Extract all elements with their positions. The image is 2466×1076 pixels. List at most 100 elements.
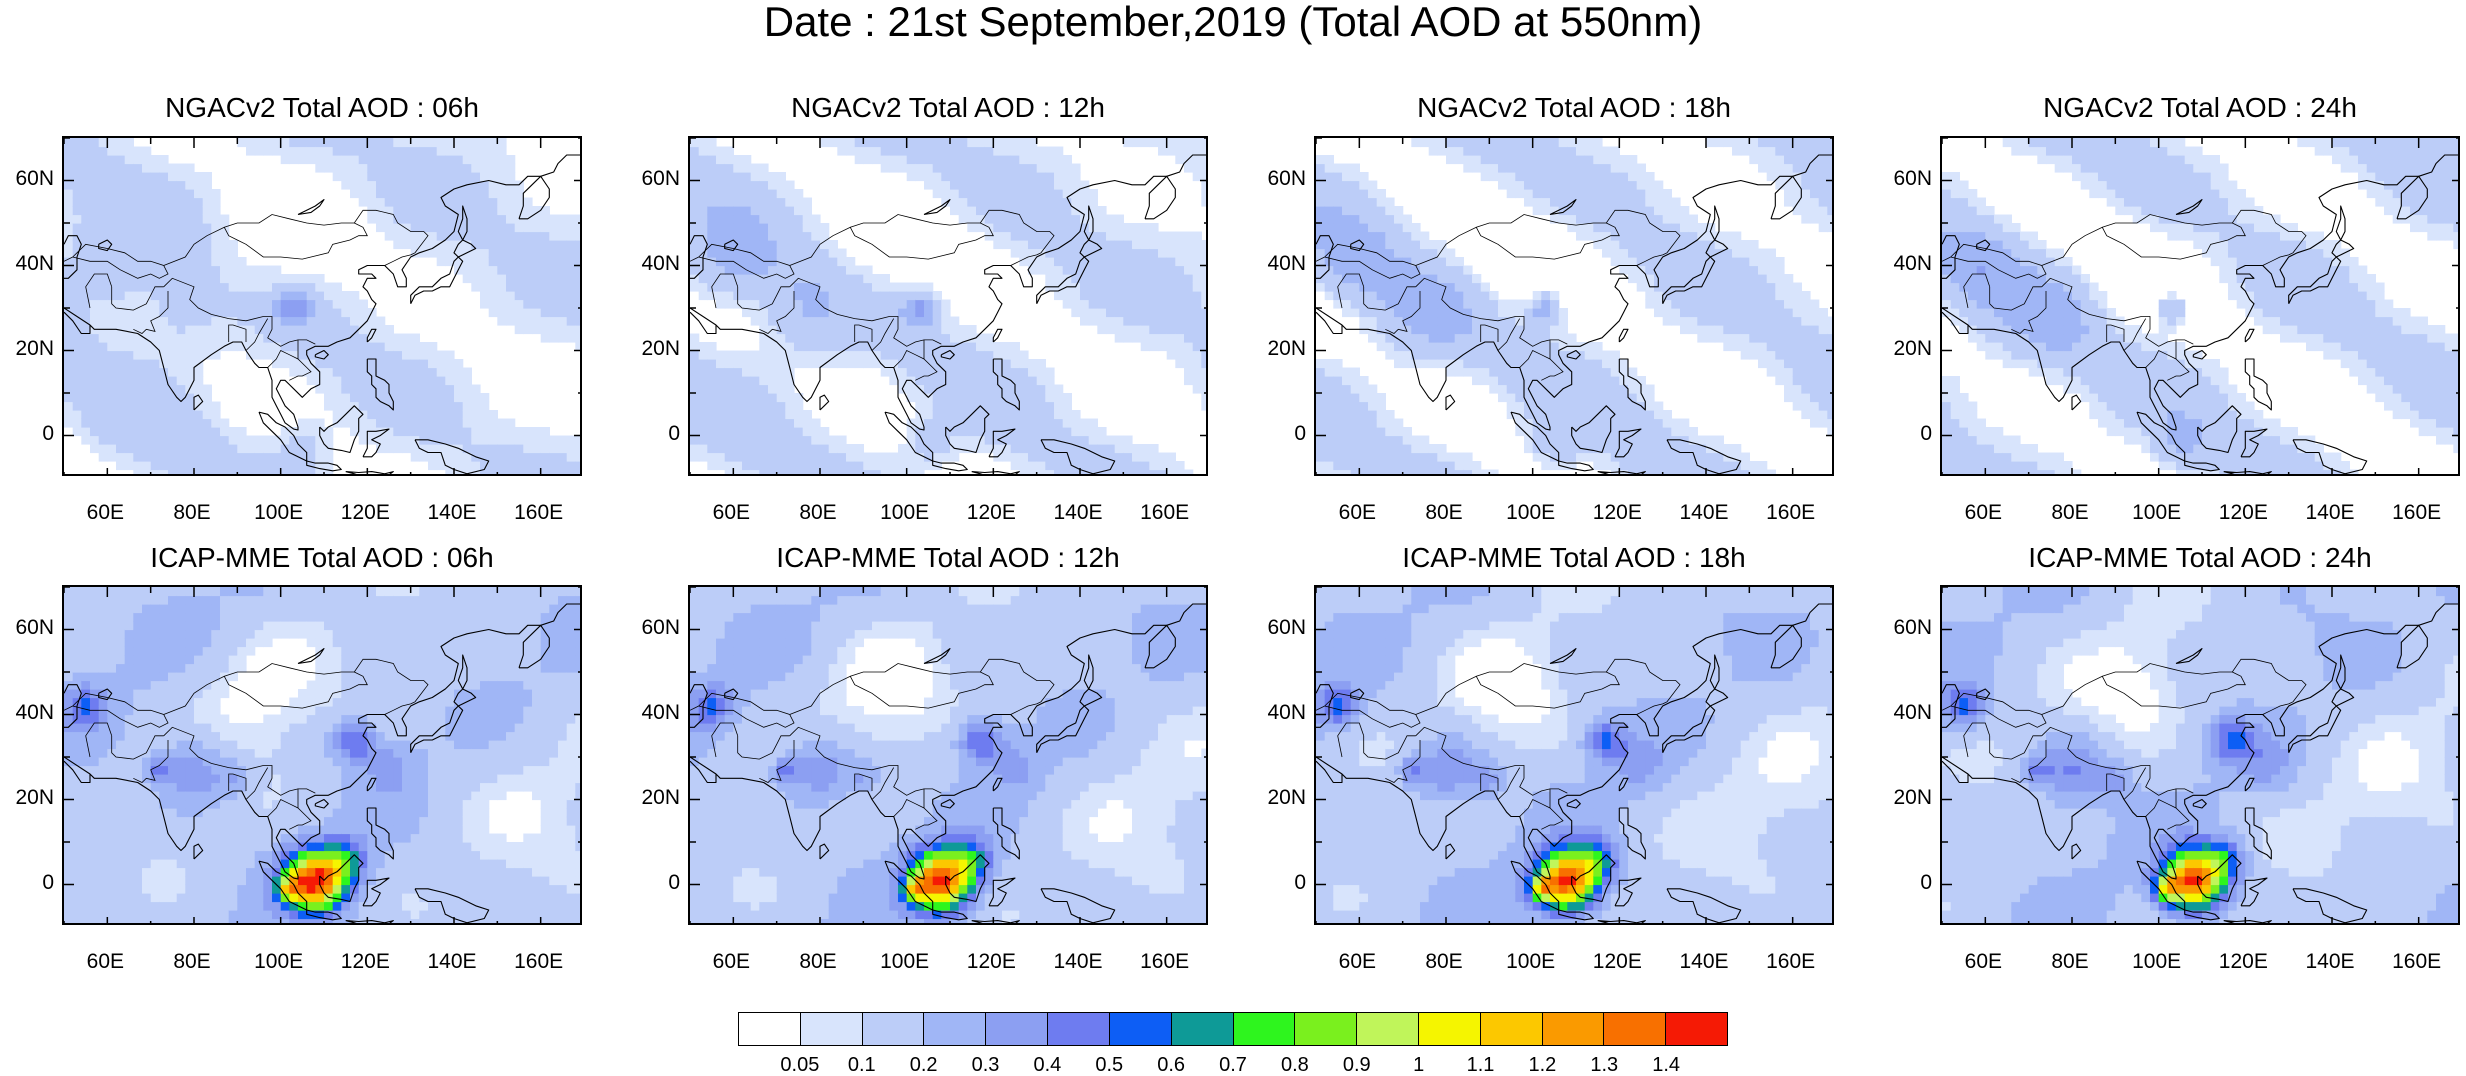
longitude-label: 60E (1322, 502, 1392, 524)
colorbar-swatch (1234, 1013, 1296, 1045)
longitude-label: 100E (2122, 951, 2192, 973)
panel-title: NGACv2 Total AOD : 06h (62, 93, 582, 123)
longitude-label: 120E (2208, 951, 2278, 973)
aod-field (1942, 587, 2460, 925)
colorbar-swatch (1048, 1013, 1110, 1045)
aod-field (1316, 138, 1834, 476)
colorbar-swatch (1357, 1013, 1419, 1045)
colorbar-tick-label: 0.1 (832, 1054, 892, 1076)
latitude-label: 60N (4, 617, 54, 639)
longitude-label: 80E (1409, 951, 1479, 973)
panel-title: ICAP-MME Total AOD : 12h (688, 543, 1208, 573)
aod-map (1942, 587, 2460, 925)
colorbar-swatch (863, 1013, 925, 1045)
panel-title: NGACv2 Total AOD : 24h (1940, 93, 2460, 123)
longitude-label: 120E (330, 951, 400, 973)
aod-field (64, 587, 582, 925)
aod-colorbar (738, 1012, 1728, 1046)
latitude-label: 40N (1256, 253, 1306, 275)
longitude-label: 140E (1669, 502, 1739, 524)
longitude-label: 60E (70, 951, 140, 973)
aod-map-panel (1940, 136, 2460, 476)
longitude-label: 120E (956, 502, 1026, 524)
colorbar-swatch (986, 1013, 1048, 1045)
longitude-label: 140E (2295, 502, 2365, 524)
aod-field (64, 138, 582, 476)
panel-title: NGACv2 Total AOD : 12h (688, 93, 1208, 123)
latitude-label: 40N (1882, 702, 1932, 724)
latitude-label: 0 (1882, 872, 1932, 894)
colorbar-swatch (1295, 1013, 1357, 1045)
colorbar-tick-label: 1.1 (1451, 1054, 1511, 1076)
aod-map (690, 587, 1208, 925)
aod-field (690, 138, 1208, 476)
latitude-label: 0 (4, 423, 54, 445)
latitude-label: 60N (1256, 168, 1306, 190)
latitude-label: 0 (630, 872, 680, 894)
longitude-label: 140E (1043, 951, 1113, 973)
latitude-label: 20N (1256, 338, 1306, 360)
latitude-label: 60N (630, 617, 680, 639)
longitude-label: 100E (244, 951, 314, 973)
latitude-label: 60N (630, 168, 680, 190)
longitude-label: 60E (70, 502, 140, 524)
colorbar-swatch (924, 1013, 986, 1045)
colorbar-tick-label: 1.2 (1512, 1054, 1572, 1076)
latitude-label: 20N (4, 787, 54, 809)
colorbar-swatch (1419, 1013, 1481, 1045)
aod-map-panel (62, 585, 582, 925)
colorbar-swatch (1110, 1013, 1172, 1045)
latitude-label: 0 (630, 423, 680, 445)
colorbar-tick-label: 0.05 (770, 1054, 830, 1076)
longitude-label: 60E (1948, 502, 2018, 524)
longitude-label: 160E (1130, 502, 1200, 524)
longitude-label: 60E (1322, 951, 1392, 973)
longitude-label: 100E (244, 502, 314, 524)
colorbar-swatch (1666, 1013, 1727, 1045)
longitude-label: 140E (417, 951, 487, 973)
longitude-label: 60E (696, 502, 766, 524)
longitude-label: 80E (1409, 502, 1479, 524)
longitude-label: 140E (1669, 951, 1739, 973)
latitude-label: 0 (1882, 423, 1932, 445)
longitude-label: 160E (1130, 951, 1200, 973)
latitude-label: 60N (1882, 168, 1932, 190)
longitude-label: 80E (157, 502, 227, 524)
aod-map (1316, 138, 1834, 476)
colorbar-tick-label: 0.4 (1017, 1054, 1077, 1076)
longitude-label: 140E (1043, 502, 1113, 524)
latitude-label: 40N (4, 253, 54, 275)
latitude-label: 40N (4, 702, 54, 724)
latitude-label: 20N (4, 338, 54, 360)
longitude-label: 120E (1582, 502, 1652, 524)
longitude-label: 160E (504, 951, 574, 973)
longitude-label: 100E (1496, 951, 1566, 973)
aod-field (690, 587, 1208, 925)
latitude-label: 40N (630, 253, 680, 275)
colorbar-tick-label: 0.3 (956, 1054, 1016, 1076)
latitude-label: 0 (1256, 872, 1306, 894)
colorbar-swatch (801, 1013, 863, 1045)
aod-map (64, 587, 582, 925)
aod-map-panel (1940, 585, 2460, 925)
latitude-label: 20N (630, 787, 680, 809)
longitude-label: 160E (1756, 502, 1826, 524)
aod-map (1942, 138, 2460, 476)
latitude-label: 60N (4, 168, 54, 190)
longitude-label: 120E (2208, 502, 2278, 524)
aod-map-panel (688, 136, 1208, 476)
aod-map-panel (1314, 136, 1834, 476)
latitude-label: 20N (1256, 787, 1306, 809)
aod-field (1942, 138, 2460, 476)
colorbar-swatch (1481, 1013, 1543, 1045)
aod-map-panel (1314, 585, 1834, 925)
longitude-label: 100E (870, 502, 940, 524)
longitude-label: 100E (870, 951, 940, 973)
colorbar-swatch (1172, 1013, 1234, 1045)
longitude-label: 160E (1756, 951, 1826, 973)
panel-title: ICAP-MME Total AOD : 18h (1314, 543, 1834, 573)
colorbar-swatch (739, 1013, 801, 1045)
panel-title: ICAP-MME Total AOD : 24h (1940, 543, 2460, 573)
longitude-label: 120E (956, 951, 1026, 973)
colorbar-tick-label: 0.5 (1079, 1054, 1139, 1076)
